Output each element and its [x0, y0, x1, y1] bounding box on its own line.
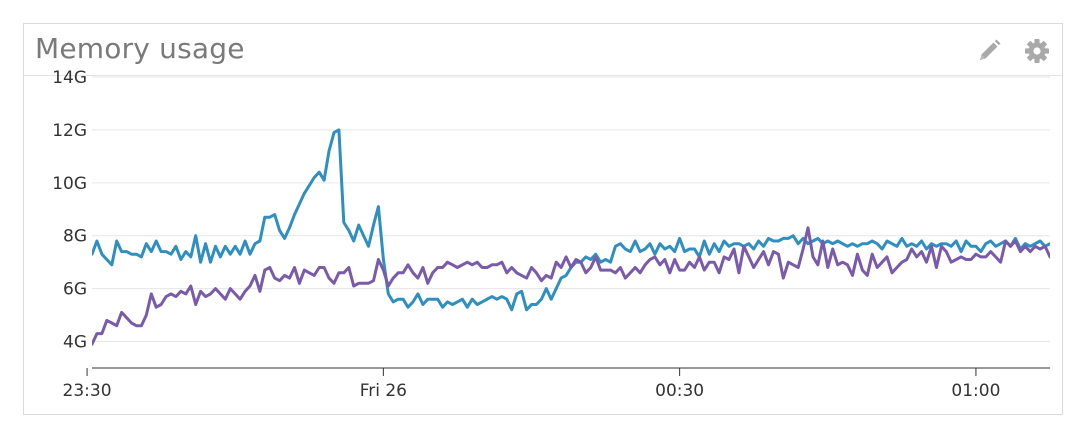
series-line-1	[92, 128, 1050, 312]
x-axis: 23:30 Fri 26 00:30 01:00	[63, 367, 1050, 401]
y-axis-labels: 4G 6G 8G 10G 12G 14G	[52, 68, 87, 353]
settings-button[interactable]	[1024, 38, 1050, 64]
memory-usage-chart: 4G 6G 8G 10G 12G 14G 23:30 Fri 26 00:30 01:00	[52, 68, 1050, 401]
y-tick-label: 10G	[52, 174, 87, 194]
chart-grid	[92, 76, 1050, 343]
panel-title: Memory usage	[35, 32, 245, 65]
series-line-2	[92, 226, 1050, 346]
y-tick-label: 12G	[52, 121, 87, 141]
x-tick-label: Fri 26	[360, 381, 407, 401]
x-tick-label: 00:30	[655, 381, 704, 401]
y-tick-label: 8G	[63, 227, 87, 247]
x-tick-label: 23:30	[63, 381, 112, 401]
x-tick-label: 01:00	[951, 381, 1000, 401]
memory-usage-panel: Memory usage	[23, 23, 1063, 415]
panel-header: Memory usage	[24, 24, 1062, 76]
edit-button[interactable]	[976, 38, 1002, 64]
y-tick-label: 4G	[63, 333, 87, 353]
gear-icon	[1025, 39, 1049, 63]
y-tick-label: 14G	[52, 68, 87, 88]
pencil-icon	[980, 39, 1001, 60]
y-tick-label: 6G	[63, 280, 87, 300]
chart-series	[92, 128, 1050, 346]
